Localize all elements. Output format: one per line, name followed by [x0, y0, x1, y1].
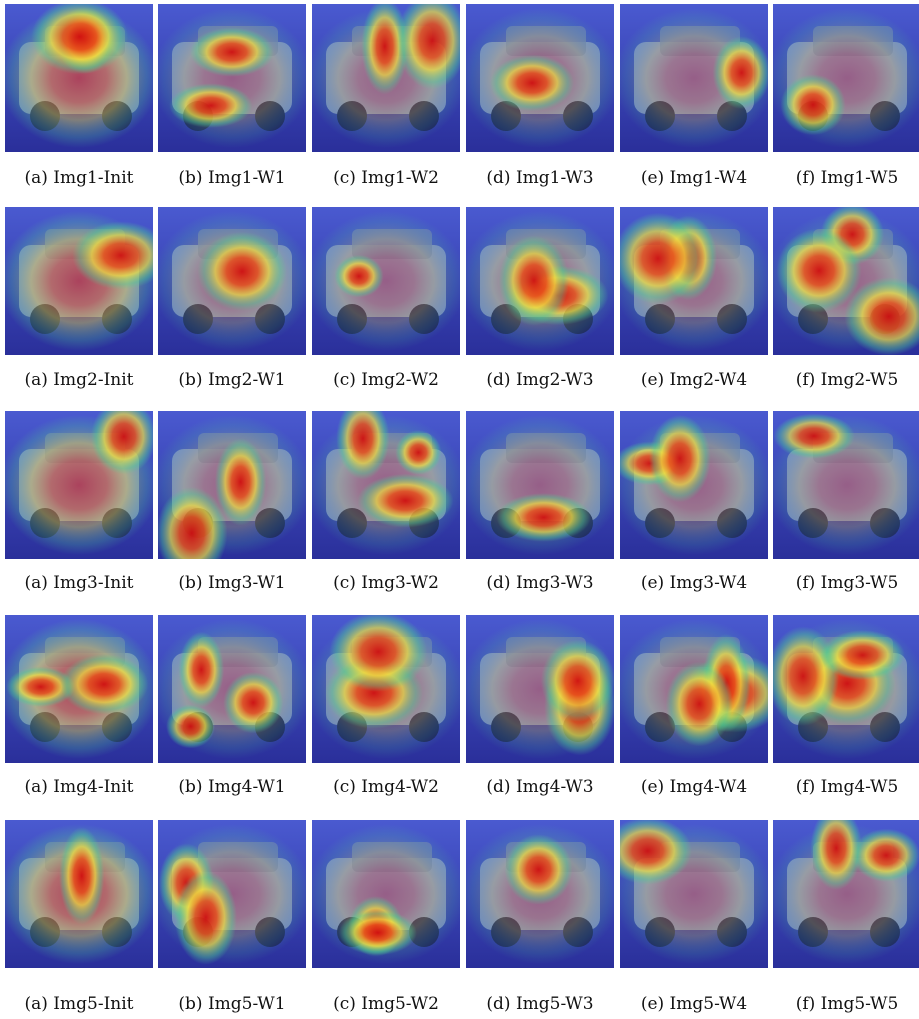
- heatmap: [773, 411, 919, 559]
- caption: (c) Img3-W2: [309, 573, 463, 593]
- heatmap-image: [773, 411, 919, 559]
- heatmap-image: [312, 207, 460, 355]
- heatmap: [466, 411, 614, 559]
- heatmap: [466, 615, 614, 763]
- heatmap-image: [158, 207, 306, 355]
- caption: (f) Img3-W5: [770, 573, 919, 593]
- heatmap-image: [312, 615, 460, 763]
- caption: (b) Img4-W1: [155, 777, 309, 797]
- caption: (c) Img1-W2: [309, 168, 463, 188]
- heatmap-image: [5, 820, 153, 968]
- caption: (c) Img4-W2: [309, 777, 463, 797]
- heatmap-image: [312, 4, 460, 152]
- caption: (e) Img2-W4: [617, 370, 771, 390]
- heatmap: [773, 207, 919, 355]
- figure: (a) Img1-Init(b) Img1-W1(c) Img1-W2(d) I…: [0, 0, 919, 1019]
- heatmap-image: [773, 207, 919, 355]
- heatmap-image: [466, 411, 614, 559]
- heatmap-image: [5, 411, 153, 559]
- heatmap-image: [5, 207, 153, 355]
- heatmap-image: [773, 615, 919, 763]
- heatmap: [466, 207, 614, 355]
- heatmap: [5, 411, 153, 559]
- heatmap: [620, 207, 768, 355]
- caption: (a) Img4-Init: [2, 777, 156, 797]
- heatmap-image: [158, 615, 306, 763]
- heatmap: [620, 4, 768, 152]
- caption: (f) Img4-W5: [770, 777, 919, 797]
- heatmap: [312, 411, 460, 559]
- heatmap-image: [5, 615, 153, 763]
- heatmap: [158, 207, 306, 355]
- heatmap: [773, 4, 919, 152]
- heatmap: [158, 615, 306, 763]
- caption: (d) Img5-W3: [463, 994, 617, 1014]
- heatmap: [5, 207, 153, 355]
- heatmap: [158, 820, 306, 968]
- heatmap: [773, 615, 919, 763]
- heatmap-image: [773, 820, 919, 968]
- heatmap-image: [620, 820, 768, 968]
- heatmap-image: [5, 4, 153, 152]
- heatmap-image: [620, 615, 768, 763]
- heatmap: [312, 820, 460, 968]
- heatmap-image: [312, 820, 460, 968]
- caption: (a) Img5-Init: [2, 994, 156, 1014]
- heatmap: [620, 615, 768, 763]
- heatmap-image: [466, 207, 614, 355]
- caption: (e) Img3-W4: [617, 573, 771, 593]
- caption: (f) Img5-W5: [770, 994, 919, 1014]
- heatmap-image: [620, 207, 768, 355]
- caption: (d) Img2-W3: [463, 370, 617, 390]
- caption: (f) Img2-W5: [770, 370, 919, 390]
- caption: (c) Img5-W2: [309, 994, 463, 1014]
- heatmap-image: [158, 411, 306, 559]
- heatmap-image: [466, 820, 614, 968]
- heatmap: [773, 820, 919, 968]
- heatmap: [312, 207, 460, 355]
- heatmap-image: [466, 615, 614, 763]
- caption: (b) Img5-W1: [155, 994, 309, 1014]
- caption: (d) Img1-W3: [463, 168, 617, 188]
- heatmap-image: [158, 820, 306, 968]
- caption: (c) Img2-W2: [309, 370, 463, 390]
- heatmap: [5, 615, 153, 763]
- heatmap: [158, 4, 306, 152]
- heatmap-image: [620, 411, 768, 559]
- heatmap: [158, 411, 306, 559]
- heatmap-image: [466, 4, 614, 152]
- heatmap-image: [312, 411, 460, 559]
- caption: (b) Img1-W1: [155, 168, 309, 188]
- caption: (a) Img3-Init: [2, 573, 156, 593]
- heatmap-image: [773, 4, 919, 152]
- heatmap: [466, 820, 614, 968]
- heatmap: [312, 615, 460, 763]
- caption: (d) Img3-W3: [463, 573, 617, 593]
- caption: (a) Img2-Init: [2, 370, 156, 390]
- heatmap-image: [158, 4, 306, 152]
- heatmap: [5, 820, 153, 968]
- caption: (d) Img4-W3: [463, 777, 617, 797]
- caption: (f) Img1-W5: [770, 168, 919, 188]
- heatmap: [620, 820, 768, 968]
- heatmap: [5, 4, 153, 152]
- heatmap: [620, 411, 768, 559]
- caption: (e) Img5-W4: [617, 994, 771, 1014]
- caption: (a) Img1-Init: [2, 168, 156, 188]
- caption: (b) Img2-W1: [155, 370, 309, 390]
- heatmap: [466, 4, 614, 152]
- heatmap: [312, 4, 460, 152]
- caption: (b) Img3-W1: [155, 573, 309, 593]
- heatmap-image: [620, 4, 768, 152]
- caption: (e) Img1-W4: [617, 168, 771, 188]
- caption: (e) Img4-W4: [617, 777, 771, 797]
